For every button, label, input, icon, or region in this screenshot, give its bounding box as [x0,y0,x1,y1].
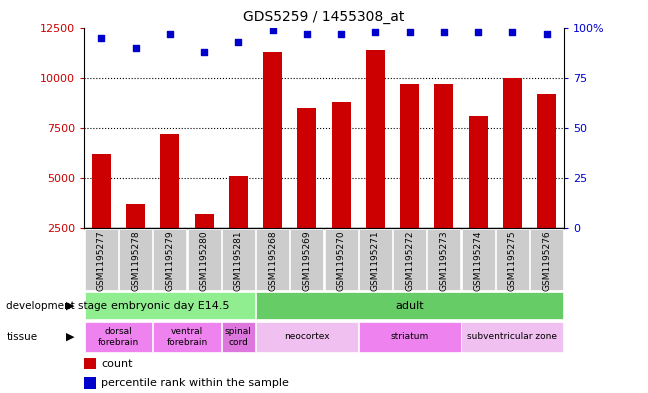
Bar [358,322,461,352]
Point [439,28,449,35]
Text: embryonic day E14.5: embryonic day E14.5 [111,301,229,310]
Bar [154,229,187,290]
Bar [161,134,179,278]
Point [542,30,552,37]
Text: GSM1195277: GSM1195277 [97,230,106,291]
Text: striatum: striatum [391,332,429,342]
Bar [188,229,220,290]
Text: GSM1195274: GSM1195274 [474,230,483,291]
Bar [530,229,563,290]
Bar [325,229,358,290]
Text: dorsal
forebrain: dorsal forebrain [98,327,139,347]
Bar [428,229,460,290]
Bar [332,102,351,278]
Bar [434,84,454,278]
Bar [263,51,282,278]
Bar [256,322,358,352]
Text: GSM1195280: GSM1195280 [200,230,209,291]
Bar [366,50,385,278]
Bar [461,229,494,290]
Point [302,30,312,37]
Bar [359,229,392,290]
Title: GDS5259 / 1455308_at: GDS5259 / 1455308_at [243,10,405,24]
Bar [469,116,487,278]
Text: GSM1195275: GSM1195275 [508,230,517,291]
Text: ▶: ▶ [66,301,75,310]
Bar [256,229,289,290]
Text: neocortex: neocortex [284,332,330,342]
Bar [222,229,255,290]
Bar [222,322,255,352]
Text: ▶: ▶ [66,332,75,342]
Bar [119,229,152,290]
Point [404,28,415,35]
Point [165,30,175,37]
Point [199,48,209,55]
Point [507,28,518,35]
Text: spinal
cord: spinal cord [225,327,252,347]
Bar [84,377,96,389]
Bar [153,322,221,352]
Bar [537,94,556,278]
Bar [290,229,323,290]
Text: percentile rank within the sample: percentile rank within the sample [101,378,289,388]
Text: GSM1195281: GSM1195281 [234,230,243,291]
Text: tissue: tissue [6,332,38,342]
Bar [92,154,111,278]
Text: GSM1195279: GSM1195279 [165,230,174,291]
Bar [461,322,563,352]
Text: count: count [101,358,133,369]
Bar [85,229,118,290]
Point [268,26,278,33]
Text: GSM1195278: GSM1195278 [131,230,140,291]
Text: GSM1195271: GSM1195271 [371,230,380,291]
Text: GSM1195276: GSM1195276 [542,230,551,291]
Point [130,44,141,51]
Point [473,28,483,35]
Text: GSM1195270: GSM1195270 [336,230,345,291]
Text: GSM1195272: GSM1195272 [405,230,414,291]
Text: adult: adult [395,301,424,310]
Text: GSM1195269: GSM1195269 [303,230,312,291]
Bar [496,229,529,290]
Point [96,35,106,41]
Bar [393,229,426,290]
Text: GSM1195268: GSM1195268 [268,230,277,291]
Point [233,39,244,45]
Text: development stage: development stage [6,301,108,310]
Bar [400,84,419,278]
Bar [194,214,214,278]
Bar [126,204,145,278]
Point [336,30,346,37]
Bar [85,322,152,352]
Bar [297,108,316,278]
Text: ventral
forebrain: ventral forebrain [167,327,207,347]
Text: GSM1195273: GSM1195273 [439,230,448,291]
Bar [229,176,248,278]
Bar [84,358,96,369]
Bar [85,292,255,319]
Bar [256,292,563,319]
Point [370,28,380,35]
Text: subventricular zone: subventricular zone [467,332,557,342]
Bar [503,78,522,278]
